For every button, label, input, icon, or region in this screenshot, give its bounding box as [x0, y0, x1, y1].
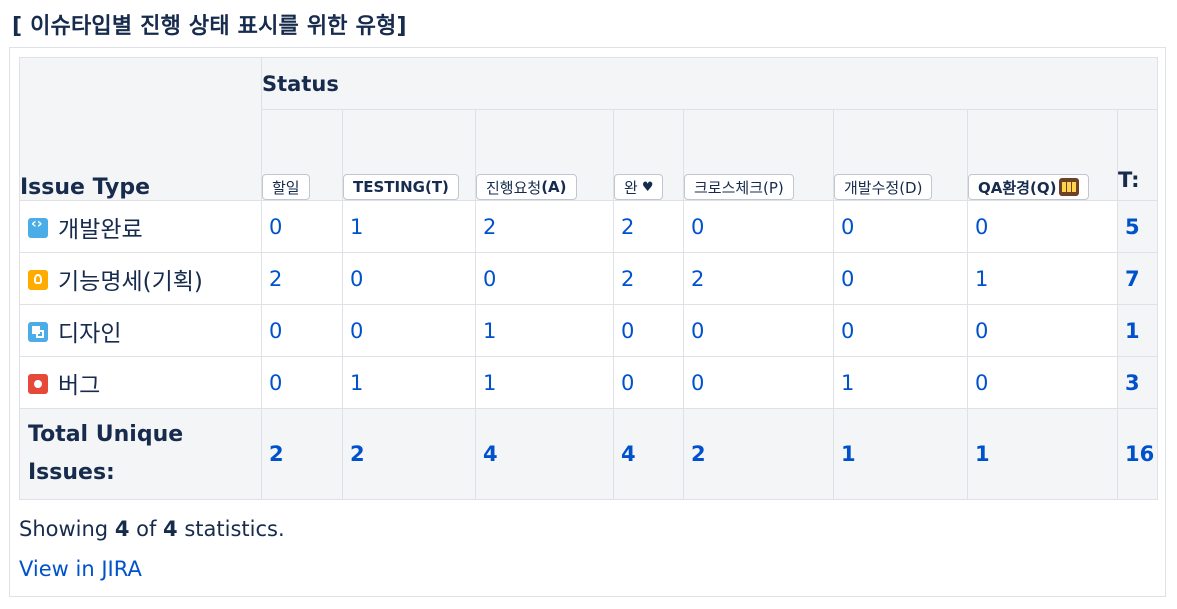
- column-header-2: 진행요청 (A): [475, 109, 614, 201]
- table-row: 개발완료 0 1 2 2 0 0 0 5: [19, 200, 1159, 253]
- issue-type-cell: 기능명세(기획): [19, 252, 262, 305]
- total-link[interactable]: 2: [261, 408, 343, 500]
- count-link[interactable]: 2: [613, 252, 684, 305]
- status-lozenge-2: 진행요청 (A): [476, 174, 577, 200]
- code-icon: [28, 216, 48, 238]
- total-link[interactable]: 1: [967, 408, 1118, 500]
- status-lozenge-5: 개발수정(D): [834, 174, 933, 200]
- status-lozenge-6: QA환경(Q): [968, 174, 1090, 200]
- issue-type-cell: 버그: [19, 356, 262, 409]
- row-total-link[interactable]: 3: [1116, 356, 1159, 409]
- total-unique-issues-label: Total Unique Issues:: [19, 408, 262, 500]
- count-link[interactable]: 2: [475, 200, 614, 253]
- count-link[interactable]: 0: [613, 356, 684, 409]
- totals-row: Total Unique Issues: 2 2 4 4 2 1 1 16: [19, 408, 1159, 500]
- count-link[interactable]: 0: [833, 304, 968, 357]
- lightbulb-icon: [28, 269, 48, 290]
- count-link[interactable]: 0: [613, 304, 684, 357]
- count-link[interactable]: 2: [613, 200, 684, 253]
- status-lozenge-0: 할일: [262, 174, 310, 200]
- count-link[interactable]: 0: [342, 252, 476, 305]
- count-link[interactable]: 0: [683, 200, 834, 253]
- total-link[interactable]: 4: [475, 408, 614, 500]
- status-lozenge-1: TESTING(T): [343, 174, 459, 200]
- grand-total-link[interactable]: 16: [1116, 408, 1159, 500]
- column-header-4: 크로스체크(P): [683, 109, 834, 201]
- row-total-link[interactable]: 7: [1116, 252, 1159, 305]
- status-lozenge-4: 크로스체크(P): [684, 174, 794, 200]
- total-column-header: T:: [1116, 109, 1159, 201]
- design-icon: [28, 321, 48, 342]
- issue-type-cell: 디자인: [19, 304, 262, 357]
- status-lozenge-3: 완 ♥: [614, 174, 664, 200]
- jira-statistics-panel: Issue Type Status 할일 TESTING(T) 진행요청 (A)…: [9, 47, 1166, 597]
- count-link[interactable]: 0: [261, 200, 343, 253]
- column-header-1: TESTING(T): [342, 109, 476, 201]
- bug-icon: [28, 373, 48, 394]
- count-link[interactable]: 0: [261, 304, 343, 357]
- count-link[interactable]: 0: [683, 356, 834, 409]
- two-dimensional-stats-table: Issue Type Status 할일 TESTING(T) 진행요청 (A)…: [19, 57, 1159, 500]
- total-link[interactable]: 1: [833, 408, 968, 500]
- view-in-jira-link[interactable]: View in JIRA: [19, 557, 142, 581]
- table-row: 버그 0 1 1 0 0 1 0 3: [19, 356, 1159, 409]
- slot-machine-icon: [1059, 178, 1080, 196]
- count-link[interactable]: 1: [475, 304, 614, 357]
- total-link[interactable]: 4: [613, 408, 684, 500]
- count-link[interactable]: 0: [342, 304, 476, 357]
- heart-icon: ♥: [641, 179, 654, 195]
- column-header-5: 개발수정(D): [833, 109, 968, 201]
- count-link[interactable]: 0: [833, 200, 968, 253]
- count-link[interactable]: 2: [683, 252, 834, 305]
- count-link[interactable]: 0: [683, 304, 834, 357]
- row-total-link[interactable]: 5: [1116, 200, 1159, 253]
- count-link[interactable]: 1: [342, 200, 476, 253]
- count-link[interactable]: 1: [833, 356, 968, 409]
- status-header: Status: [260, 57, 1159, 110]
- total-link[interactable]: 2: [342, 408, 476, 500]
- table-row: 디자인 0 0 1 0 0 0 0 1: [19, 304, 1159, 357]
- count-link[interactable]: 0: [967, 200, 1118, 253]
- row-total-link[interactable]: 1: [1116, 304, 1159, 357]
- count-link[interactable]: 0: [967, 304, 1118, 357]
- issue-type-cell: 개발완료: [19, 200, 262, 253]
- count-link[interactable]: 1: [475, 356, 614, 409]
- count-link[interactable]: 0: [833, 252, 968, 305]
- issue-type-header: Issue Type: [19, 57, 262, 201]
- count-link[interactable]: 0: [475, 252, 614, 305]
- count-link[interactable]: 1: [342, 356, 476, 409]
- count-link[interactable]: 0: [261, 356, 343, 409]
- total-link[interactable]: 2: [683, 408, 834, 500]
- column-header-3: 완 ♥: [613, 109, 684, 201]
- count-link[interactable]: 1: [967, 252, 1118, 305]
- column-header-6: QA환경(Q): [967, 109, 1118, 201]
- count-link[interactable]: 2: [261, 252, 343, 305]
- count-link[interactable]: 0: [967, 356, 1118, 409]
- page-title: [ 이슈타입별 진행 상태 표시를 위한 유형]: [12, 14, 407, 39]
- column-header-0: 할일: [261, 109, 343, 201]
- statistics-summary: Showing 4 of 4 statistics.: [19, 517, 285, 541]
- table-row: 기능명세(기획) 2 0 0 2 2 0 1 7: [19, 252, 1159, 305]
